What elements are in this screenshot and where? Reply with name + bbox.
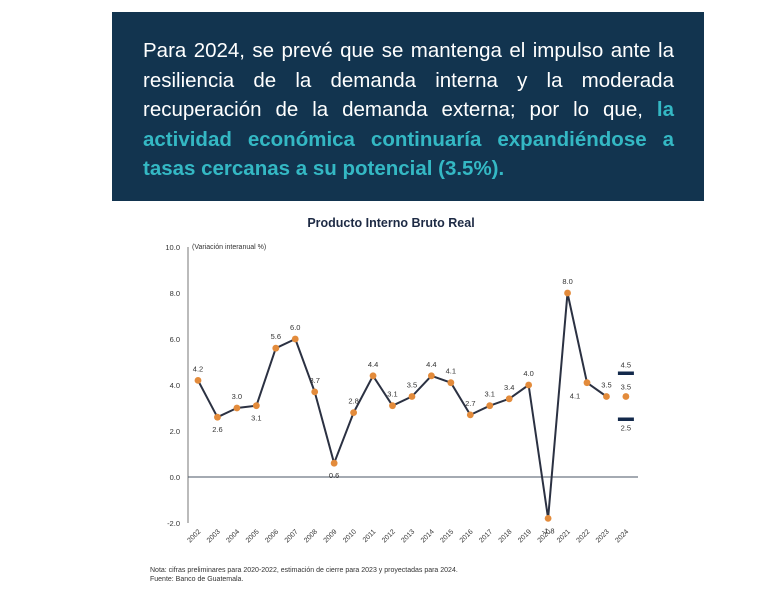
range-lower-label: 2.5 — [621, 424, 631, 433]
x-tick-label: 2002 — [186, 528, 202, 544]
data-point — [603, 393, 610, 400]
data-point — [544, 515, 552, 522]
x-tick-label: 2021 — [556, 528, 572, 544]
data-label: 3.5 — [601, 381, 611, 390]
summary-plain-text: Para 2024, se prevé que se mantenga el i… — [143, 39, 674, 121]
data-label: 2.6 — [212, 425, 222, 434]
data-label: 3.5 — [621, 383, 631, 392]
data-point — [252, 402, 260, 410]
y-tick-label: 8.0 — [170, 289, 180, 298]
summary-banner: Para 2024, se prevé que se mantenga el i… — [112, 12, 704, 201]
data-label: 4.2 — [193, 364, 203, 373]
x-tick-label: 2011 — [362, 528, 378, 544]
x-tick-label: 2014 — [420, 528, 436, 544]
data-point — [486, 402, 494, 410]
x-tick-label: 2017 — [478, 528, 494, 544]
x-tick-label: 2019 — [517, 528, 533, 544]
x-tick-label: 2009 — [323, 528, 339, 544]
data-label: 2.7 — [465, 399, 475, 408]
data-label: 3.1 — [485, 390, 495, 399]
y-tick-label: -2.0 — [167, 519, 180, 528]
range-upper-marker — [617, 371, 634, 375]
x-tick-label: 2010 — [342, 528, 358, 544]
data-point — [272, 344, 280, 352]
x-tick-label: 2013 — [400, 528, 416, 544]
x-tick-label: 2004 — [225, 528, 241, 544]
data-point — [350, 409, 357, 416]
data-label: 3.5 — [407, 381, 417, 390]
data-label: 4.4 — [368, 360, 378, 369]
x-tick-label: 2016 — [459, 528, 475, 544]
data-label: 4.1 — [570, 392, 580, 401]
y-tick-label: 6.0 — [170, 335, 180, 344]
data-label: 2.8 — [348, 397, 358, 406]
data-point — [583, 379, 591, 387]
data-label: 4.4 — [426, 360, 436, 369]
y-axis-label: (Variación interanual %) — [192, 244, 266, 251]
data-label: 3.0 — [232, 392, 242, 401]
footnote: Nota: cifras preliminares para 2020-2022… — [150, 567, 458, 574]
data-label: 3.1 — [387, 390, 397, 399]
range-lower-marker — [617, 417, 634, 421]
data-label: 3.1 — [251, 414, 261, 423]
data-label: 8.0 — [562, 277, 572, 286]
data-point — [389, 402, 396, 410]
data-point — [233, 404, 241, 412]
summary-highlight-text: la actividad económica continuaría expan… — [143, 98, 674, 180]
data-point — [369, 372, 377, 380]
y-tick-label: 4.0 — [170, 381, 180, 390]
x-tick-label: 2012 — [381, 528, 397, 544]
source-note: Fuente: Banco de Guatemala. — [150, 576, 244, 583]
summary-text: Para 2024, se prevé que se mantenga el i… — [143, 36, 674, 184]
data-point — [330, 459, 338, 467]
data-point — [291, 335, 299, 343]
x-tick-label: 2006 — [264, 528, 280, 544]
x-tick-label: 2023 — [595, 528, 611, 544]
data-label: 3.7 — [309, 376, 319, 385]
x-tick-label: 2008 — [303, 528, 319, 544]
x-tick-label: 2003 — [206, 528, 222, 544]
range-upper-label: 4.5 — [621, 361, 631, 370]
data-label: 4.1 — [446, 367, 456, 376]
data-point — [525, 381, 533, 389]
y-tick-label: 0.0 — [170, 473, 180, 482]
y-tick-label: 2.0 — [170, 427, 180, 436]
x-tick-label: 2018 — [498, 528, 514, 544]
data-label: 3.4 — [504, 383, 514, 392]
data-label: 5.6 — [271, 332, 281, 341]
data-label: -1.8 — [542, 526, 555, 535]
data-point — [194, 377, 202, 384]
x-tick-label: 2005 — [245, 528, 261, 544]
x-tick-label: 2015 — [439, 528, 455, 544]
data-label: 4.0 — [523, 369, 533, 378]
data-point — [311, 388, 319, 396]
data-point — [408, 393, 416, 400]
x-tick-label: 2007 — [284, 528, 300, 544]
x-tick-label: 2024 — [614, 528, 630, 544]
data-point — [447, 379, 455, 387]
data-point — [428, 372, 435, 380]
data-point — [622, 393, 630, 400]
data-point — [505, 395, 513, 403]
data-label: 6.0 — [290, 323, 300, 332]
data-point — [564, 289, 571, 297]
data-point — [466, 411, 474, 419]
series-line — [197, 292, 608, 520]
data-point — [214, 413, 221, 421]
chart-title: Producto Interno Bruto Real — [307, 216, 475, 230]
y-tick-label: 10.0 — [165, 243, 180, 252]
data-label: 0.6 — [329, 471, 339, 480]
x-tick-label: 2022 — [575, 528, 591, 544]
